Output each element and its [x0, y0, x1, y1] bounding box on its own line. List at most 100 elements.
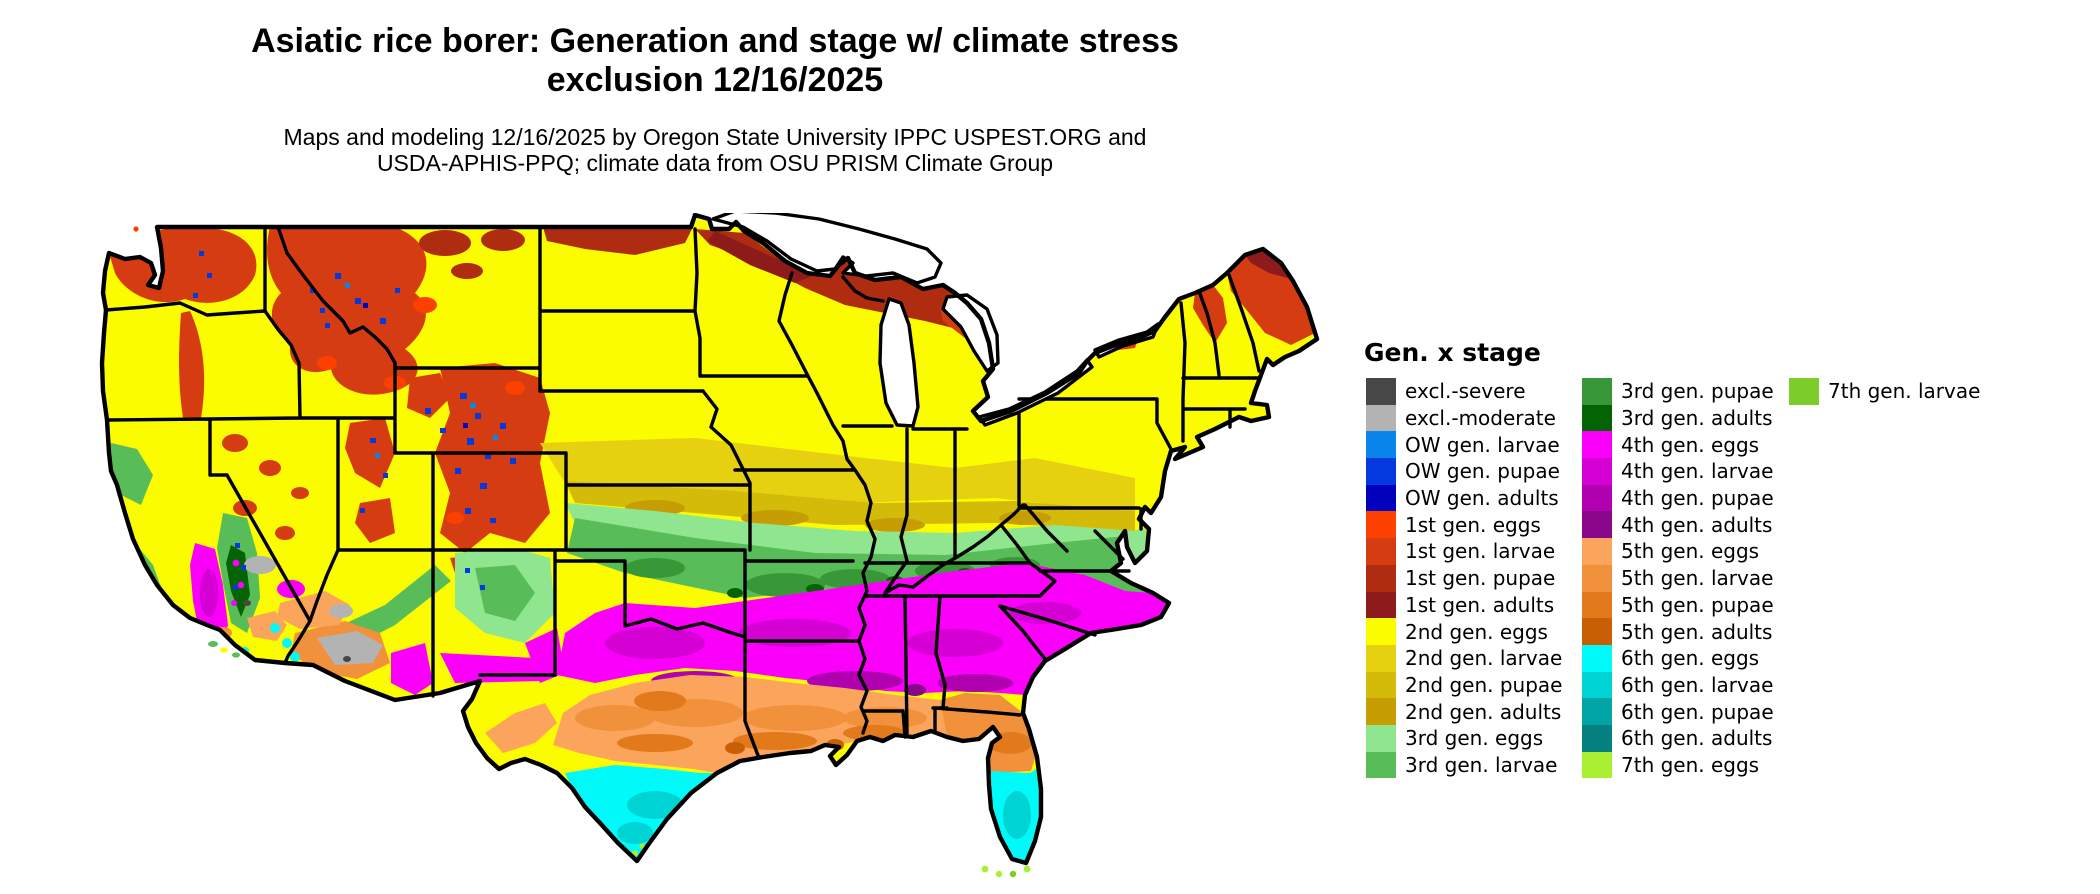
legend-column-2: 3rd gen. pupae 3rd gen. adults 4th gen. eg…	[1582, 378, 1774, 779]
legend-label: 3rd gen. pupae	[1621, 379, 1774, 404]
legend-label: 3rd gen. eggs	[1405, 726, 1544, 751]
legend-item-g4_eggs: 4th gen. eggs	[1582, 431, 1774, 459]
us-map	[99, 209, 1320, 878]
legend-swatch-g7_larvae	[1789, 378, 1819, 405]
legend-swatch-g6_pupae	[1582, 698, 1612, 725]
legend-label: 5th gen. pupae	[1621, 592, 1774, 617]
legend-item-g5_eggs: 5th gen. eggs	[1582, 538, 1774, 565]
legend-swatch-g2_adults	[1366, 698, 1396, 725]
legend-label: 3rd gen. adults	[1621, 406, 1773, 431]
legend-label: 4th gen. eggs	[1621, 432, 1760, 457]
legend-swatch-g6_adults	[1582, 724, 1612, 752]
legend-swatch-g3_pupae	[1582, 378, 1612, 405]
legend-label: OW gen. larvae	[1405, 432, 1560, 457]
legend-label: 4th gen. pupae	[1621, 486, 1774, 511]
map-band-gen6-cyan	[241, 623, 1041, 863]
map-credits-line2: USDA-APHIS-PPQ; climate data from OSU PR…	[376, 150, 1054, 176]
page-title-line2: exclusion 12/16/2025	[546, 61, 884, 99]
legend-swatch-g1_larvae	[1366, 538, 1396, 565]
legend-swatch-g2_eggs	[1366, 618, 1396, 645]
map-band-gen1-north	[109, 227, 1315, 418]
legend-label: OW gen. adults	[1405, 486, 1559, 511]
legend-item-g2_adults: 2nd gen. adults	[1366, 698, 1562, 725]
legend-swatch-g3_larvae	[1366, 751, 1396, 779]
legend-label: OW gen. pupae	[1405, 459, 1560, 484]
legend-label: 5th gen. larvae	[1621, 566, 1774, 591]
legend-item-excl_moderate: excl.-moderate	[1366, 404, 1562, 432]
conus-outline	[99, 212, 1320, 866]
legend-item-g7_eggs: 7th gen. eggs	[1582, 751, 1774, 779]
legend-label: 1st gen. larvae	[1405, 539, 1556, 564]
legend-item-g1_larvae: 1st gen. larvae	[1366, 538, 1562, 565]
legend-label: 6th gen. adults	[1621, 726, 1773, 751]
legend-swatch-g4_adults	[1582, 511, 1612, 539]
legend-label: 3rd gen. larvae	[1405, 752, 1558, 777]
legend-label: 7th gen. eggs	[1621, 752, 1760, 777]
legend-swatch-ow_larvae	[1366, 431, 1396, 459]
state-borders	[104, 225, 1261, 760]
legend-swatch-g6_larvae	[1582, 671, 1612, 699]
legend-label: 5th gen. eggs	[1621, 539, 1760, 564]
lake-superior	[711, 209, 943, 285]
legend-swatch-ow_adults	[1366, 484, 1396, 512]
conus-map-container	[95, 209, 1340, 890]
map-header: Asiatic rice borer: Generation and stage…	[0, 22, 1430, 176]
legend-item-excl_severe: excl.-severe	[1366, 378, 1562, 405]
legend-label: 5th gen. adults	[1621, 619, 1773, 644]
legend-swatch-g5_pupae	[1582, 591, 1612, 619]
legend-label: 6th gen. larvae	[1621, 672, 1774, 697]
legend-swatch-g1_pupae	[1366, 564, 1396, 592]
legend-label: 2nd gen. adults	[1405, 699, 1562, 724]
legend-item-g2_larvae: 2nd gen. larvae	[1366, 644, 1563, 672]
legend-item-g5_pupae: 5th gen. pupae	[1582, 591, 1774, 619]
legend-swatch-g7_eggs	[1582, 751, 1612, 779]
legend-item-g5_adults: 5th gen. adults	[1582, 618, 1774, 645]
legend-swatch-g4_pupae	[1582, 484, 1612, 512]
legend-label: 7th gen. larvae	[1828, 379, 1981, 404]
legend-label: 4th gen. adults	[1621, 512, 1773, 537]
legend-item-g6_adults: 6th gen. adults	[1582, 724, 1774, 752]
legend-swatch-g3_eggs	[1366, 724, 1396, 752]
legend-item-g4_pupae: 4th gen. pupae	[1582, 484, 1774, 512]
page-title-line1: Asiatic rice borer: Generation and stage…	[251, 22, 1179, 60]
legend-item-g6_eggs: 6th gen. eggs	[1582, 644, 1774, 672]
legend-item-g3_adults: 3rd gen. adults	[1582, 404, 1774, 432]
legend-label: excl.-severe	[1405, 379, 1526, 404]
legend-item-g1_adults: 1st gen. adults	[1366, 591, 1562, 619]
map-specks-ow-blue	[193, 251, 516, 590]
legend-item-g1_eggs: 1st gen. eggs	[1366, 511, 1562, 539]
legend-swatch-g4_eggs	[1582, 431, 1612, 459]
page-title: Asiatic rice borer: Generation and stage…	[0, 22, 1430, 100]
legend-item-ow_adults: OW gen. adults	[1366, 484, 1562, 512]
legend-label: 1st gen. adults	[1405, 592, 1555, 617]
legend-swatch-g5_eggs	[1582, 538, 1612, 565]
legend-swatch-g4_larvae	[1582, 458, 1612, 485]
legend-label: 6th gen. pupae	[1621, 699, 1774, 724]
legend-title: Gen. x stage	[1364, 338, 1541, 367]
legend-item-g4_adults: 4th gen. adults	[1582, 511, 1774, 539]
legend-column-3: 7th gen. larvae	[1789, 378, 1980, 405]
legend-item-ow_larvae: OW gen. larvae	[1366, 431, 1562, 459]
legend-label: 2nd gen. larvae	[1405, 646, 1563, 671]
legend-label: 2nd gen. pupae	[1405, 672, 1563, 697]
legend-label: 1st gen. pupae	[1405, 566, 1556, 591]
legend-swatch-g6_eggs	[1582, 644, 1612, 672]
legend-swatch-g1_eggs	[1366, 511, 1396, 539]
legend: Gen. x stage excl.-severe excl.-moderate O…	[1362, 338, 2082, 779]
lake-michigan	[878, 297, 920, 428]
legend-swatch-g2_pupae	[1366, 671, 1396, 699]
legend-item-g5_larvae: 5th gen. larvae	[1582, 564, 1774, 592]
legend-label: 1st gen. eggs	[1405, 512, 1541, 537]
legend-swatch-g5_adults	[1582, 618, 1612, 645]
map-patch-exclusion-gray	[243, 556, 383, 665]
legend-swatch-ow_pupae	[1366, 458, 1396, 485]
legend-column-1: excl.-severe excl.-moderate OW gen. larvae…	[1366, 378, 1563, 779]
legend-item-g3_larvae: 3rd gen. larvae	[1366, 751, 1562, 779]
legend-item-g3_eggs: 3rd gen. eggs	[1366, 724, 1562, 752]
legend-label: 6th gen. eggs	[1621, 646, 1760, 671]
legend-item-g2_eggs: 2nd gen. eggs	[1366, 618, 1562, 645]
legend-swatch-g5_larvae	[1582, 564, 1612, 592]
legend-swatch-excl_severe	[1366, 378, 1396, 405]
legend-label: 4th gen. larvae	[1621, 459, 1774, 484]
